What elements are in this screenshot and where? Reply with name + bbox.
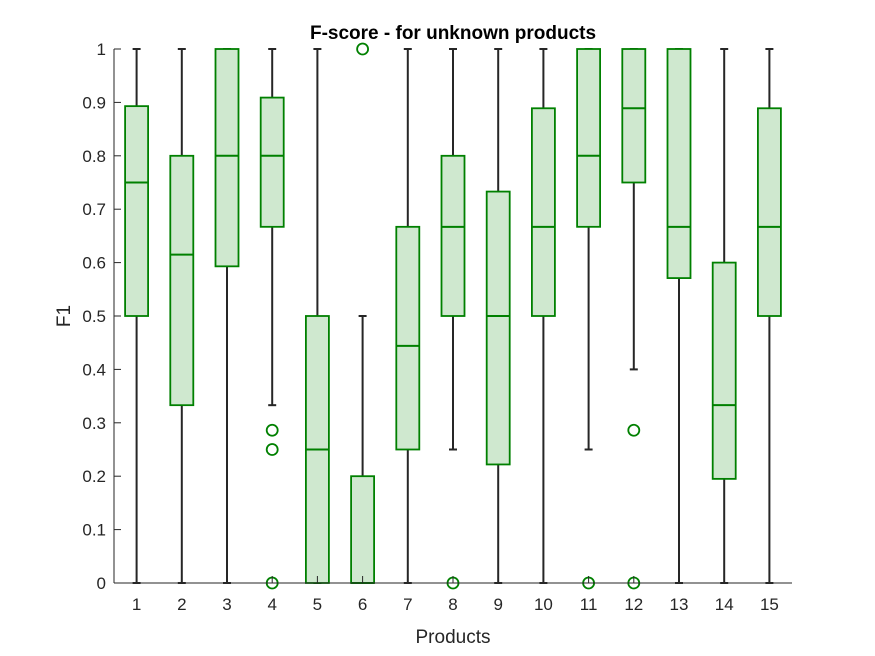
x-tick-label: 7 [403,595,412,614]
x-tick-label: 1 [132,595,141,614]
box-group-14 [711,48,737,584]
y-tick-label: 0.8 [82,147,106,166]
iqr-box [576,48,601,228]
outlier-point [265,443,279,456]
y-axis-label: F1 [54,305,75,327]
box-group-13 [666,48,692,584]
iqr-box [757,107,782,317]
iqr-box [485,190,511,466]
iqr-box [259,96,285,228]
box-group-15 [757,48,782,584]
outlier-point [265,423,279,437]
iqr-box [124,105,149,317]
x-tick-label: 11 [580,595,598,614]
x-tick-label: 3 [222,595,231,614]
iqr-box [621,48,647,184]
y-tick-label: 0.2 [82,467,106,486]
y-tick-label: 0.4 [82,360,106,379]
iqr-box [440,154,466,317]
y-tick-label: 0.6 [82,254,106,273]
x-tick-label: 12 [624,595,643,614]
y-tick-label: 0.3 [82,414,106,433]
x-tick-label: 15 [760,595,779,614]
x-tick-label: 14 [715,595,734,614]
iqr-box [350,475,376,584]
box-group-8 [440,48,466,590]
x-tick-label: 13 [670,595,689,614]
box-group-2 [169,48,195,584]
x-tick-label: 10 [534,595,553,614]
box-group-1 [124,48,149,584]
x-tick-label: 9 [493,595,502,614]
y-tick-label: 0.9 [82,93,106,112]
iqr-box [666,48,692,279]
box-group-11 [576,48,601,590]
y-tick-label: 0 [97,574,106,593]
iqr-box [395,225,421,451]
y-tick-label: 0.5 [82,307,106,326]
y-tick-label: 1 [97,40,106,59]
x-axis-label: Products [416,627,491,648]
iqr-box [214,48,240,268]
x-tick-label: 4 [267,595,276,614]
box-group-6 [350,42,376,584]
plot-area [124,42,782,590]
iqr-box [169,154,195,407]
box-group-9 [485,48,511,584]
outlier-point [356,42,370,56]
x-tick-label: 5 [313,595,322,614]
box-group-4 [259,48,285,590]
y-tick-label: 0.1 [82,521,106,540]
box-group-7 [395,48,421,584]
iqr-box [711,261,737,480]
x-tick-label: 8 [448,595,457,614]
box-group-12 [621,48,647,590]
chart-title: F-score - for unknown products [310,23,596,44]
iqr-box [531,107,556,317]
box-group-10 [531,48,556,584]
axes: 00.10.20.30.40.50.60.70.80.911 2 3 4 5 6 7 8 9 10… [82,40,792,614]
y-tick-label: 0.7 [82,200,106,219]
x-tick-label: 6 [358,595,367,614]
box-group-3 [214,48,240,584]
outlier-point [627,423,641,437]
x-tick-label: 2 [177,595,186,614]
box-group-5 [304,48,330,584]
